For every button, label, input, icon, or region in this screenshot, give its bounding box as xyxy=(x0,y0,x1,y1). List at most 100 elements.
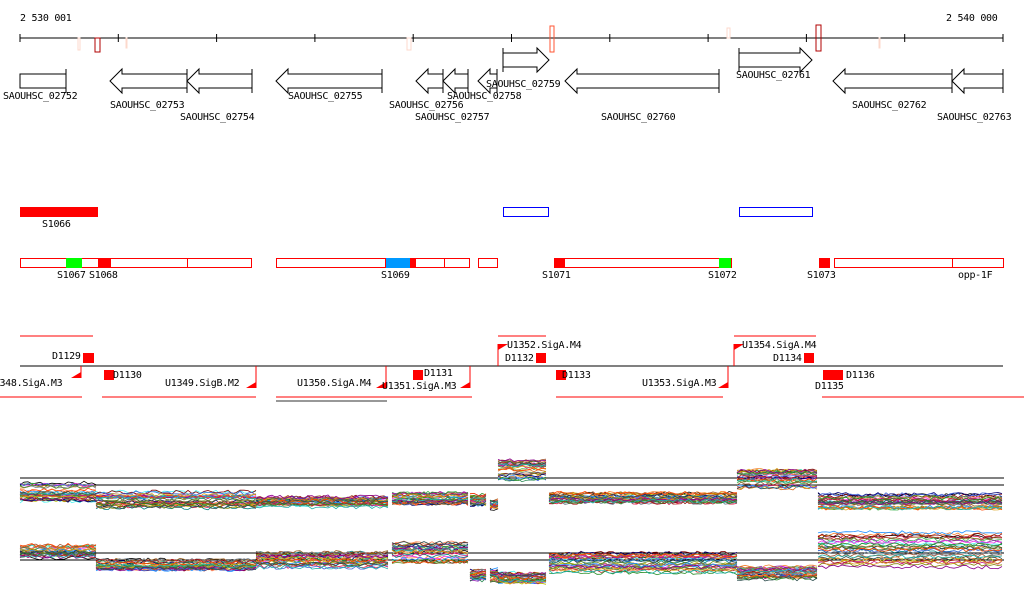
ruler-marker xyxy=(878,37,881,49)
expression-line xyxy=(489,572,499,574)
expression-line xyxy=(497,464,547,469)
boundary-label: D1129 xyxy=(52,351,81,362)
expression-line xyxy=(255,554,389,559)
expression-line xyxy=(95,501,257,507)
segment-track xyxy=(20,207,1004,268)
expression-line xyxy=(255,564,389,570)
segment-label: S1066 xyxy=(42,219,71,230)
expression-line xyxy=(497,578,547,583)
ruler-marker xyxy=(125,37,128,49)
segment-fill xyxy=(554,258,565,268)
segment-label: S1069 xyxy=(381,270,410,281)
gene-arrow xyxy=(832,67,953,95)
gene-arrow xyxy=(415,67,444,95)
expression-line xyxy=(95,560,257,566)
expression-line xyxy=(497,475,547,480)
expression-line xyxy=(497,476,547,482)
expression-line xyxy=(817,533,1003,538)
gene-label[interactable]: SAOUHSC_02754 xyxy=(180,112,255,123)
expression-line xyxy=(391,551,469,557)
expression-line xyxy=(469,573,487,578)
coordinate-ruler xyxy=(19,24,1004,53)
expression-line xyxy=(817,564,1003,570)
gene-label[interactable]: SAOUHSC_02760 xyxy=(601,112,676,123)
expression-line xyxy=(817,554,1003,559)
ruler-end-label: 2 540 000 xyxy=(946,13,998,24)
gene-label[interactable]: SAOUHSC_02763 xyxy=(937,112,1012,123)
segment-block xyxy=(739,207,813,217)
expression-line xyxy=(548,569,738,575)
expression-line xyxy=(736,484,817,490)
gene-label[interactable]: SAOUHSC_02758 xyxy=(447,91,522,102)
expression-line xyxy=(736,474,818,479)
boundary-label: U1352.SigA.M4 xyxy=(507,340,582,351)
boundary-label: U1354.SigA.M4 xyxy=(742,340,817,351)
expression-line xyxy=(548,568,738,573)
expression-line xyxy=(736,470,818,476)
expression-line xyxy=(548,499,738,505)
ruler-marker xyxy=(549,25,555,53)
gene-label[interactable]: SAOUHSC_02752 xyxy=(3,91,78,102)
promoter-flag xyxy=(376,382,386,388)
expression-line xyxy=(497,572,547,577)
expression-line xyxy=(736,567,818,572)
expression-line xyxy=(391,545,469,551)
gene-arrow xyxy=(109,67,188,95)
gene-arrow xyxy=(502,46,550,74)
boundary-label: U1350.SigA.M4 xyxy=(297,378,372,389)
ruler-marker xyxy=(94,37,101,53)
expression-line xyxy=(469,576,487,582)
boundary-label: D1134 xyxy=(773,353,802,364)
gene-arrow xyxy=(738,46,813,74)
expression-line xyxy=(497,472,547,478)
expression-line xyxy=(548,552,738,557)
expression-line xyxy=(817,499,1003,505)
expression-line xyxy=(497,580,547,584)
boundary-box xyxy=(556,370,566,380)
expression-line xyxy=(817,505,1003,511)
gene-label[interactable]: SAOUHSC_02753 xyxy=(110,100,185,111)
expression-line xyxy=(489,573,499,578)
expression-line xyxy=(255,494,389,500)
segment-outline xyxy=(20,258,99,268)
segment-fill xyxy=(819,258,830,268)
expression-line xyxy=(391,559,469,564)
segment-block xyxy=(503,207,549,217)
expression-line xyxy=(255,550,389,556)
segment-label: opp-1F xyxy=(958,270,993,281)
expression-line xyxy=(19,480,97,486)
gene-label[interactable]: SAOUHSC_02762 xyxy=(852,100,927,111)
expression-line xyxy=(391,545,469,551)
expression-line xyxy=(255,557,389,563)
expression-line xyxy=(391,556,469,561)
promoter-flag xyxy=(71,372,81,378)
segment-outline xyxy=(554,258,720,268)
expression-line xyxy=(391,540,469,546)
gene-label[interactable]: SAOUHSC_02756 xyxy=(389,100,464,111)
expression-line xyxy=(95,501,257,506)
boundary-label: U1351.SigA.M3 xyxy=(382,381,457,392)
boundary-label: D1130 xyxy=(113,370,142,381)
gene-label[interactable]: SAOUHSC_02755 xyxy=(288,91,363,102)
boundary-label: D1136 xyxy=(846,370,875,381)
gene-label[interactable]: SAOUHSC_02759 xyxy=(486,79,561,90)
segment-outline xyxy=(478,258,498,268)
expression-line xyxy=(19,542,97,548)
segment-outline xyxy=(276,258,386,268)
segment-label: S1071 xyxy=(542,270,571,281)
expression-line xyxy=(255,501,389,507)
expression-line xyxy=(469,500,487,506)
ruler-marker xyxy=(77,37,81,51)
expression-line xyxy=(817,545,1003,550)
expression-line xyxy=(95,497,257,503)
gene-label[interactable]: SAOUHSC_02757 xyxy=(415,112,490,123)
gene-label[interactable]: SAOUHSC_02761 xyxy=(736,70,811,81)
expression-line xyxy=(498,463,546,468)
segment-fill xyxy=(66,258,82,268)
expression-line xyxy=(19,490,97,495)
expression-line xyxy=(489,579,499,582)
expression-line xyxy=(489,501,499,505)
expression-line xyxy=(391,498,469,503)
expression-line xyxy=(391,558,469,564)
expression-line xyxy=(391,549,469,554)
